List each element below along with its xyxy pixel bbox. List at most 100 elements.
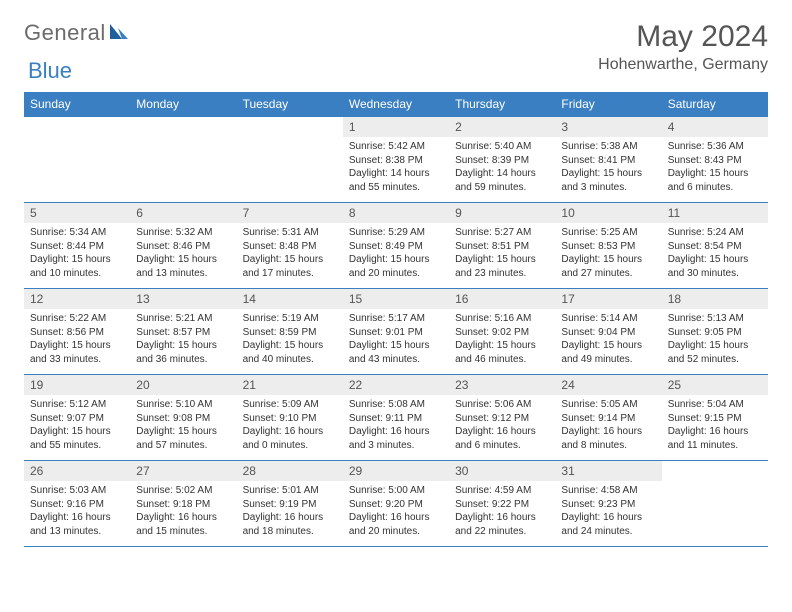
calendar-day-cell: 6Sunrise: 5:32 AMSunset: 8:46 PMDaylight… bbox=[130, 203, 236, 289]
day-content: Sunrise: 5:34 AMSunset: 8:44 PMDaylight:… bbox=[24, 223, 130, 284]
day-number: 3 bbox=[555, 117, 661, 137]
logo-text-2: Blue bbox=[28, 58, 72, 83]
day-number: 14 bbox=[237, 289, 343, 309]
day-content: Sunrise: 5:40 AMSunset: 8:39 PMDaylight:… bbox=[449, 137, 555, 198]
day-content: Sunrise: 5:06 AMSunset: 9:12 PMDaylight:… bbox=[449, 395, 555, 456]
calendar-week-row: 12Sunrise: 5:22 AMSunset: 8:56 PMDayligh… bbox=[24, 289, 768, 375]
calendar-day-cell: 13Sunrise: 5:21 AMSunset: 8:57 PMDayligh… bbox=[130, 289, 236, 375]
day-number: 17 bbox=[555, 289, 661, 309]
day-number: 4 bbox=[662, 117, 768, 137]
day-number: 9 bbox=[449, 203, 555, 223]
day-content: Sunrise: 5:19 AMSunset: 8:59 PMDaylight:… bbox=[237, 309, 343, 370]
day-content: Sunrise: 5:10 AMSunset: 9:08 PMDaylight:… bbox=[130, 395, 236, 456]
calendar-day-cell: 19Sunrise: 5:12 AMSunset: 9:07 PMDayligh… bbox=[24, 375, 130, 461]
calendar-week-row: 5Sunrise: 5:34 AMSunset: 8:44 PMDaylight… bbox=[24, 203, 768, 289]
day-content: Sunrise: 5:02 AMSunset: 9:18 PMDaylight:… bbox=[130, 481, 236, 542]
day-content: Sunrise: 5:27 AMSunset: 8:51 PMDaylight:… bbox=[449, 223, 555, 284]
day-number: 15 bbox=[343, 289, 449, 309]
day-number: 25 bbox=[662, 375, 768, 395]
day-number: 21 bbox=[237, 375, 343, 395]
day-content: Sunrise: 5:04 AMSunset: 9:15 PMDaylight:… bbox=[662, 395, 768, 456]
sail-icon bbox=[108, 21, 130, 46]
calendar-day-cell: 20Sunrise: 5:10 AMSunset: 9:08 PMDayligh… bbox=[130, 375, 236, 461]
calendar-day-cell: 9Sunrise: 5:27 AMSunset: 8:51 PMDaylight… bbox=[449, 203, 555, 289]
logo: General bbox=[24, 20, 132, 46]
day-number: 16 bbox=[449, 289, 555, 309]
day-content: Sunrise: 5:03 AMSunset: 9:16 PMDaylight:… bbox=[24, 481, 130, 542]
weekday-header: Saturday bbox=[662, 92, 768, 117]
day-number: 22 bbox=[343, 375, 449, 395]
logo-text-1: General bbox=[24, 20, 106, 46]
day-content: Sunrise: 5:24 AMSunset: 8:54 PMDaylight:… bbox=[662, 223, 768, 284]
day-content: Sunrise: 5:09 AMSunset: 9:10 PMDaylight:… bbox=[237, 395, 343, 456]
day-content: Sunrise: 5:08 AMSunset: 9:11 PMDaylight:… bbox=[343, 395, 449, 456]
day-content: Sunrise: 5:01 AMSunset: 9:19 PMDaylight:… bbox=[237, 481, 343, 542]
calendar-day-cell bbox=[237, 117, 343, 203]
day-content: Sunrise: 5:31 AMSunset: 8:48 PMDaylight:… bbox=[237, 223, 343, 284]
day-number: 1 bbox=[343, 117, 449, 137]
day-number: 23 bbox=[449, 375, 555, 395]
day-number: 12 bbox=[24, 289, 130, 309]
day-content: Sunrise: 5:12 AMSunset: 9:07 PMDaylight:… bbox=[24, 395, 130, 456]
weekday-header: Sunday bbox=[24, 92, 130, 117]
day-content: Sunrise: 5:00 AMSunset: 9:20 PMDaylight:… bbox=[343, 481, 449, 542]
calendar-day-cell: 8Sunrise: 5:29 AMSunset: 8:49 PMDaylight… bbox=[343, 203, 449, 289]
calendar-day-cell: 18Sunrise: 5:13 AMSunset: 9:05 PMDayligh… bbox=[662, 289, 768, 375]
calendar-day-cell: 26Sunrise: 5:03 AMSunset: 9:16 PMDayligh… bbox=[24, 461, 130, 547]
day-number: 11 bbox=[662, 203, 768, 223]
calendar-day-cell: 14Sunrise: 5:19 AMSunset: 8:59 PMDayligh… bbox=[237, 289, 343, 375]
calendar-day-cell: 27Sunrise: 5:02 AMSunset: 9:18 PMDayligh… bbox=[130, 461, 236, 547]
calendar-day-cell: 15Sunrise: 5:17 AMSunset: 9:01 PMDayligh… bbox=[343, 289, 449, 375]
calendar-day-cell: 11Sunrise: 5:24 AMSunset: 8:54 PMDayligh… bbox=[662, 203, 768, 289]
calendar-week-row: 19Sunrise: 5:12 AMSunset: 9:07 PMDayligh… bbox=[24, 375, 768, 461]
month-title: May 2024 bbox=[598, 20, 768, 54]
day-content: Sunrise: 4:59 AMSunset: 9:22 PMDaylight:… bbox=[449, 481, 555, 542]
day-number: 10 bbox=[555, 203, 661, 223]
calendar-day-cell: 17Sunrise: 5:14 AMSunset: 9:04 PMDayligh… bbox=[555, 289, 661, 375]
weekday-header: Friday bbox=[555, 92, 661, 117]
day-content: Sunrise: 5:38 AMSunset: 8:41 PMDaylight:… bbox=[555, 137, 661, 198]
calendar-day-cell: 10Sunrise: 5:25 AMSunset: 8:53 PMDayligh… bbox=[555, 203, 661, 289]
calendar-day-cell: 5Sunrise: 5:34 AMSunset: 8:44 PMDaylight… bbox=[24, 203, 130, 289]
day-number: 13 bbox=[130, 289, 236, 309]
day-number: 28 bbox=[237, 461, 343, 481]
day-number: 30 bbox=[449, 461, 555, 481]
calendar-day-cell: 29Sunrise: 5:00 AMSunset: 9:20 PMDayligh… bbox=[343, 461, 449, 547]
day-content: Sunrise: 5:29 AMSunset: 8:49 PMDaylight:… bbox=[343, 223, 449, 284]
day-content: Sunrise: 5:16 AMSunset: 9:02 PMDaylight:… bbox=[449, 309, 555, 370]
calendar-day-cell bbox=[130, 117, 236, 203]
calendar-day-cell: 2Sunrise: 5:40 AMSunset: 8:39 PMDaylight… bbox=[449, 117, 555, 203]
day-number: 5 bbox=[24, 203, 130, 223]
day-number: 26 bbox=[24, 461, 130, 481]
weekday-header: Monday bbox=[130, 92, 236, 117]
calendar-day-cell: 16Sunrise: 5:16 AMSunset: 9:02 PMDayligh… bbox=[449, 289, 555, 375]
calendar-day-cell: 30Sunrise: 4:59 AMSunset: 9:22 PMDayligh… bbox=[449, 461, 555, 547]
location: Hohenwarthe, Germany bbox=[598, 56, 768, 74]
day-number: 29 bbox=[343, 461, 449, 481]
day-number: 18 bbox=[662, 289, 768, 309]
calendar-day-cell: 7Sunrise: 5:31 AMSunset: 8:48 PMDaylight… bbox=[237, 203, 343, 289]
day-content: Sunrise: 5:32 AMSunset: 8:46 PMDaylight:… bbox=[130, 223, 236, 284]
weekday-header: Wednesday bbox=[343, 92, 449, 117]
day-content: Sunrise: 5:22 AMSunset: 8:56 PMDaylight:… bbox=[24, 309, 130, 370]
day-number: 20 bbox=[130, 375, 236, 395]
day-number: 27 bbox=[130, 461, 236, 481]
weekday-header-row: Sunday Monday Tuesday Wednesday Thursday… bbox=[24, 92, 768, 117]
calendar-day-cell: 12Sunrise: 5:22 AMSunset: 8:56 PMDayligh… bbox=[24, 289, 130, 375]
day-number: 8 bbox=[343, 203, 449, 223]
calendar-day-cell: 25Sunrise: 5:04 AMSunset: 9:15 PMDayligh… bbox=[662, 375, 768, 461]
day-content: Sunrise: 5:25 AMSunset: 8:53 PMDaylight:… bbox=[555, 223, 661, 284]
calendar-day-cell: 3Sunrise: 5:38 AMSunset: 8:41 PMDaylight… bbox=[555, 117, 661, 203]
day-number: 31 bbox=[555, 461, 661, 481]
title-block: May 2024 Hohenwarthe, Germany bbox=[598, 20, 768, 74]
calendar-day-cell: 31Sunrise: 4:58 AMSunset: 9:23 PMDayligh… bbox=[555, 461, 661, 547]
day-number: 6 bbox=[130, 203, 236, 223]
calendar-day-cell bbox=[24, 117, 130, 203]
calendar-day-cell: 23Sunrise: 5:06 AMSunset: 9:12 PMDayligh… bbox=[449, 375, 555, 461]
calendar-day-cell: 1Sunrise: 5:42 AMSunset: 8:38 PMDaylight… bbox=[343, 117, 449, 203]
day-number: 24 bbox=[555, 375, 661, 395]
day-content: Sunrise: 5:42 AMSunset: 8:38 PMDaylight:… bbox=[343, 137, 449, 198]
day-content: Sunrise: 5:14 AMSunset: 9:04 PMDaylight:… bbox=[555, 309, 661, 370]
day-number: 19 bbox=[24, 375, 130, 395]
day-content: Sunrise: 5:13 AMSunset: 9:05 PMDaylight:… bbox=[662, 309, 768, 370]
